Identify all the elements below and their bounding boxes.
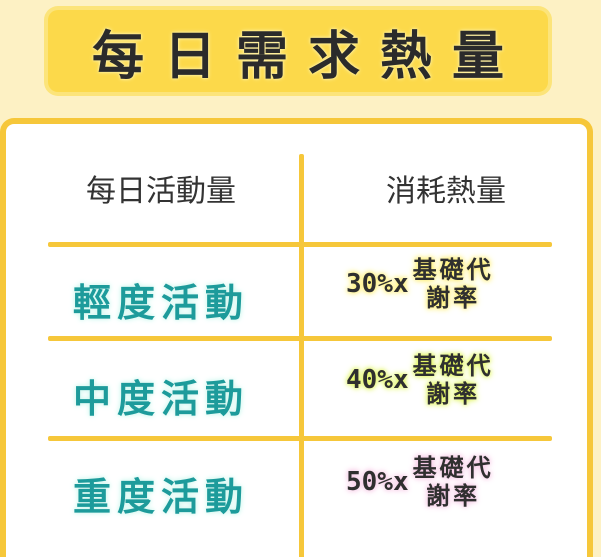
bmr-line1: 基礎代	[412, 454, 494, 482]
bmr-line2: 謝率	[426, 482, 481, 510]
bmr-line2: 謝率	[426, 380, 481, 408]
bmr-line1: 基礎代	[412, 256, 494, 284]
bmr-label-moderate: 基礎代 謝率	[413, 352, 494, 408]
page-title: 每日需求熱量	[91, 26, 524, 87]
header-calories: 消耗熱量	[386, 174, 506, 209]
formula-heavy: 50%x 基礎代 謝率	[346, 454, 494, 510]
bmr-label-light: 基礎代 謝率	[413, 256, 494, 312]
header-activity: 每日活動量	[86, 174, 236, 209]
activity-light: 輕度活動	[72, 281, 249, 325]
title-banner: 每日需求熱量	[48, 10, 548, 92]
row-divider-header	[48, 242, 552, 247]
percent-heavy: 50%x	[346, 467, 409, 497]
formula-light: 30%x 基礎代 謝率	[346, 256, 494, 312]
percent-light: 30%x	[346, 269, 409, 299]
calorie-table: 每日活動量 消耗熱量 輕度活動 30%x 基礎代 謝率 中度活動 40%x 基礎…	[0, 118, 593, 557]
formula-moderate: 40%x 基礎代 謝率	[346, 352, 494, 408]
percent-moderate: 40%x	[346, 365, 409, 395]
bmr-line2: 謝率	[426, 284, 481, 312]
bmr-label-heavy: 基礎代 謝率	[413, 454, 494, 510]
bmr-line1: 基礎代	[412, 352, 494, 380]
activity-moderate: 中度活動	[72, 377, 249, 421]
row-divider-1	[48, 336, 552, 341]
row-divider-2	[48, 436, 552, 441]
column-divider	[299, 154, 304, 557]
activity-heavy: 重度活動	[72, 475, 249, 519]
